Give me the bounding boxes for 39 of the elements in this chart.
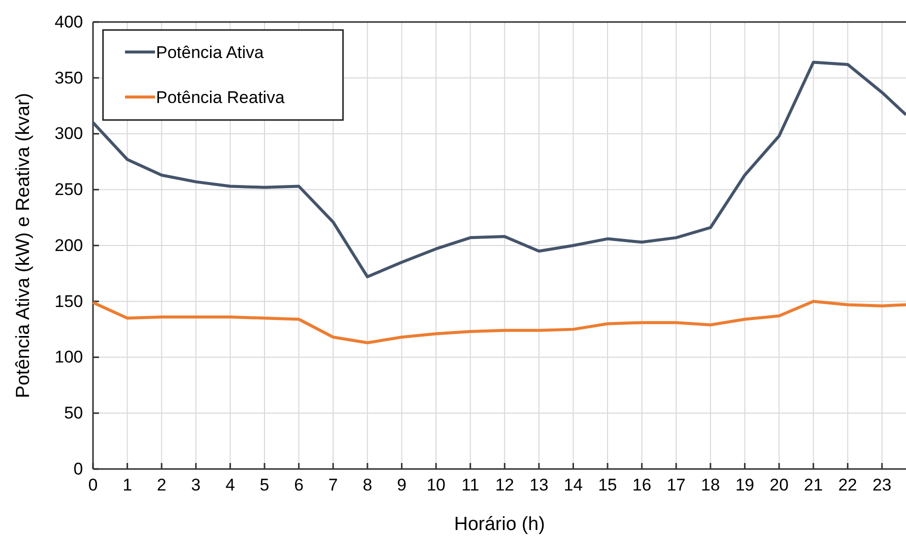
x-tick-label: 21 bbox=[804, 476, 823, 495]
y-tick-label: 300 bbox=[54, 124, 83, 144]
x-tick-label: 9 bbox=[397, 476, 406, 495]
x-axis-title: Horário (h) bbox=[454, 514, 545, 535]
x-tick-label: 16 bbox=[632, 476, 652, 495]
y-tick-label: 350 bbox=[54, 68, 83, 88]
x-tick-label: 17 bbox=[666, 476, 686, 495]
x-tick-label: 1 bbox=[122, 476, 132, 495]
x-tick-label: 20 bbox=[770, 476, 789, 495]
x-tick-label: 7 bbox=[328, 476, 338, 495]
x-tick-label: 14 bbox=[564, 476, 583, 495]
x-tick-label: 23 bbox=[872, 476, 892, 495]
x-tick-label: 0 bbox=[88, 476, 98, 495]
x-tick-label: 13 bbox=[529, 476, 548, 495]
x-tick-label: 12 bbox=[495, 476, 514, 495]
x-tick-label: 2 bbox=[156, 476, 166, 495]
x-tick-label: 5 bbox=[260, 476, 270, 495]
x-tick-label: 11 bbox=[462, 476, 480, 495]
x-tick-label: 4 bbox=[225, 476, 235, 495]
x-tick-label: 15 bbox=[598, 476, 618, 495]
y-tick-label: 50 bbox=[64, 404, 83, 423]
legend-label: Potência Ativa bbox=[156, 43, 264, 62]
y-tick-label: 100 bbox=[54, 348, 83, 367]
y-axis-title: Potência Ativa (kW) e Reativa (kvar) bbox=[13, 92, 34, 398]
y-tick-label: 150 bbox=[54, 292, 83, 311]
y-tick-label: 250 bbox=[54, 180, 83, 200]
x-tick-label: 8 bbox=[362, 476, 372, 495]
y-tick-label: 0 bbox=[74, 459, 83, 478]
x-tick-label: 18 bbox=[701, 476, 720, 495]
x-tick-label: 3 bbox=[191, 476, 201, 495]
y-tick-label: 400 bbox=[54, 12, 83, 32]
line-series bbox=[92, 300, 906, 344]
legend-label: Potência Reativa bbox=[156, 88, 286, 107]
x-tick-label: 19 bbox=[735, 476, 754, 495]
x-tick-label: 6 bbox=[294, 476, 304, 495]
x-tick-label: 22 bbox=[838, 476, 858, 495]
x-tick-label: 10 bbox=[426, 476, 446, 495]
y-tick-label: 200 bbox=[54, 236, 83, 255]
line-series bbox=[92, 60, 906, 278]
